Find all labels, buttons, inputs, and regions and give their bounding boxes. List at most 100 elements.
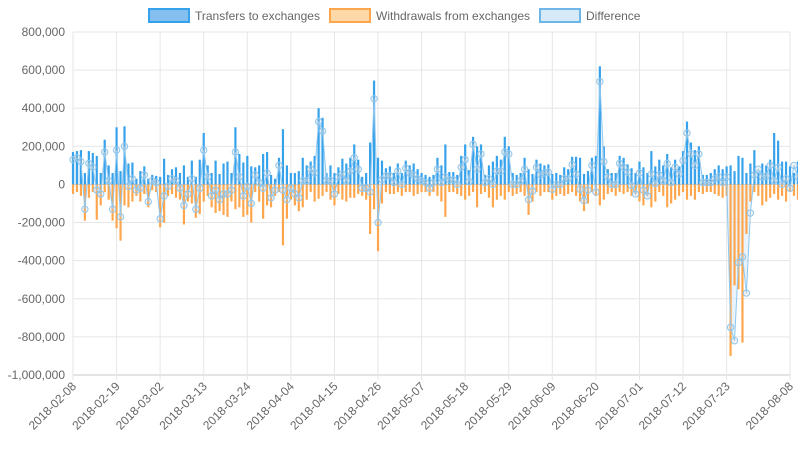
bar-transfers[interactable] <box>472 136 475 185</box>
bar-transfers[interactable] <box>452 172 455 185</box>
bar-withdrawals[interactable] <box>202 184 205 202</box>
bar-withdrawals[interactable] <box>626 184 629 193</box>
bar-transfers[interactable] <box>135 178 138 185</box>
bar-transfers[interactable] <box>380 160 384 185</box>
bar-withdrawals[interactable] <box>515 184 518 194</box>
bar-transfers[interactable] <box>202 132 205 185</box>
bar-withdrawals[interactable] <box>305 184 308 200</box>
bar-transfers[interactable] <box>662 165 665 185</box>
difference-point[interactable] <box>485 175 493 183</box>
difference-point[interactable] <box>604 173 612 181</box>
bar-withdrawals[interactable] <box>745 184 748 234</box>
difference-point[interactable] <box>643 192 652 200</box>
difference-point[interactable] <box>453 180 461 189</box>
bar-withdrawals[interactable] <box>123 184 126 206</box>
bar-transfers[interactable] <box>535 159 538 185</box>
bar-transfers[interactable] <box>697 146 700 185</box>
bar-withdrawals[interactable] <box>464 184 467 200</box>
difference-point[interactable] <box>520 165 529 173</box>
difference-point[interactable] <box>718 178 727 187</box>
difference-point[interactable] <box>112 146 121 154</box>
difference-point[interactable] <box>188 175 196 183</box>
difference-point[interactable] <box>239 192 248 200</box>
bar-withdrawals[interactable] <box>784 184 788 202</box>
bar-withdrawals[interactable] <box>337 184 340 194</box>
difference-point[interactable] <box>207 192 216 200</box>
bar-withdrawals[interactable] <box>666 184 669 208</box>
bar-withdrawals[interactable] <box>95 184 98 220</box>
difference-point[interactable] <box>730 337 739 345</box>
bar-transfers[interactable] <box>757 173 760 185</box>
bar-transfers[interactable] <box>745 173 748 185</box>
difference-point[interactable] <box>346 167 354 175</box>
bar-withdrawals[interactable] <box>341 184 344 200</box>
bar-withdrawals[interactable] <box>159 184 162 228</box>
bar-withdrawals[interactable] <box>452 184 455 193</box>
bar-transfers[interactable] <box>266 152 269 185</box>
difference-point[interactable] <box>770 176 778 185</box>
bar-transfers[interactable] <box>519 173 522 185</box>
bar-transfers[interactable] <box>796 161 798 185</box>
bar-withdrawals[interactable] <box>444 184 447 217</box>
bar-withdrawals[interactable] <box>507 184 510 193</box>
difference-point[interactable] <box>176 184 184 192</box>
bar-transfers[interactable] <box>614 173 617 185</box>
bar-transfers[interactable] <box>590 157 594 185</box>
difference-point[interactable] <box>295 194 303 202</box>
bar-transfers[interactable] <box>285 165 289 185</box>
bar-transfers[interactable] <box>250 166 253 185</box>
difference-point[interactable] <box>374 218 382 227</box>
difference-point[interactable] <box>647 170 656 178</box>
difference-point[interactable] <box>505 150 513 158</box>
bar-transfers[interactable] <box>456 174 459 185</box>
bar-transfers[interactable] <box>337 167 340 185</box>
bar-transfers[interactable] <box>559 174 562 185</box>
bar-transfers[interactable] <box>780 161 784 185</box>
difference-point[interactable] <box>184 190 192 198</box>
bar-withdrawals[interactable] <box>614 184 617 196</box>
bar-transfers[interactable] <box>503 136 506 185</box>
difference-point[interactable] <box>136 184 145 192</box>
difference-point[interactable] <box>691 161 699 170</box>
difference-point[interactable] <box>398 180 406 189</box>
bar-transfers[interactable] <box>75 151 79 185</box>
bar-withdrawals[interactable] <box>174 184 178 198</box>
bar-withdrawals[interactable] <box>777 184 780 200</box>
bar-transfers[interactable] <box>650 151 653 185</box>
bar-withdrawals[interactable] <box>598 184 601 206</box>
bar-transfers[interactable] <box>369 142 372 185</box>
bar-transfers[interactable] <box>642 167 645 185</box>
difference-point[interactable] <box>152 178 160 187</box>
bar-withdrawals[interactable] <box>83 184 86 221</box>
difference-point[interactable] <box>750 171 759 179</box>
difference-point[interactable] <box>679 156 687 165</box>
bar-withdrawals[interactable] <box>404 184 407 193</box>
bar-withdrawals[interactable] <box>357 184 360 194</box>
bar-withdrawals[interactable] <box>638 184 641 202</box>
difference-point[interactable] <box>457 163 465 171</box>
difference-point[interactable] <box>104 176 113 185</box>
bar-withdrawals[interactable] <box>254 184 257 193</box>
bar-withdrawals[interactable] <box>420 184 423 193</box>
bar-transfers[interactable] <box>345 163 348 185</box>
bar-withdrawals[interactable] <box>567 184 570 194</box>
bar-withdrawals[interactable] <box>301 184 304 208</box>
difference-point[interactable] <box>742 289 751 297</box>
bar-transfers[interactable] <box>788 166 792 185</box>
difference-point[interactable] <box>132 186 141 194</box>
difference-point[interactable] <box>588 161 596 170</box>
bar-transfers[interactable] <box>507 146 510 185</box>
bar-transfers[interactable] <box>741 157 744 185</box>
bar-withdrawals[interactable] <box>242 184 245 217</box>
bar-transfers[interactable] <box>436 157 439 185</box>
difference-point[interactable] <box>192 205 200 213</box>
bar-transfers[interactable] <box>190 160 193 185</box>
bar-transfers[interactable] <box>582 173 586 185</box>
difference-point[interactable] <box>227 186 236 194</box>
bar-transfers[interactable] <box>155 175 158 185</box>
bar-transfers[interactable] <box>186 176 189 185</box>
difference-point[interactable] <box>140 171 149 179</box>
bar-withdrawals[interactable] <box>586 184 590 204</box>
bar-transfers[interactable] <box>416 169 419 185</box>
bar-withdrawals[interactable] <box>705 184 708 193</box>
